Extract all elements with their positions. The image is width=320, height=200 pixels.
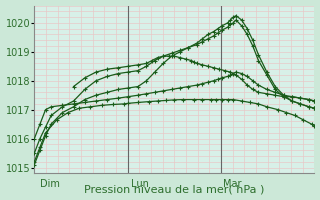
Text: Dim: Dim [40, 179, 60, 189]
X-axis label: Pression niveau de la mer( hPa ): Pression niveau de la mer( hPa ) [84, 184, 265, 194]
Text: Mar: Mar [223, 179, 242, 189]
Text: Lun: Lun [131, 179, 149, 189]
